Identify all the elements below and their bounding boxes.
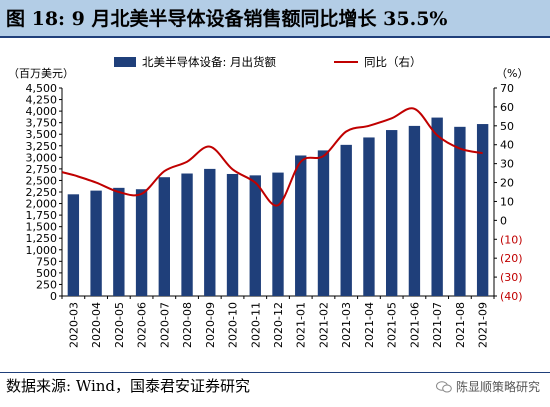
left-tick-label: 1,500 [26, 221, 58, 234]
bar [226, 173, 239, 296]
bar [158, 177, 170, 296]
left-tick-label: 250 [36, 278, 57, 291]
bar [67, 194, 80, 296]
left-tick-label: 1,000 [26, 244, 58, 257]
source-rule [0, 372, 550, 373]
watermark: 陈显顺策略研究 [435, 378, 540, 395]
left-tick-labels: 02505007501,0001,2501,5001,7502,0002,250… [26, 82, 58, 303]
left-tick-label: 4,500 [26, 82, 58, 95]
x-tick-label: 2021-04 [363, 302, 376, 348]
bars [67, 117, 489, 297]
x-tick-label: 2020-06 [136, 302, 149, 348]
left-tick-label: 1,750 [26, 209, 58, 222]
bar [363, 137, 375, 296]
left-tick-label: 2,000 [26, 198, 58, 211]
x-tick-label: 2020-07 [158, 302, 171, 348]
right-tick-label: 10 [500, 195, 514, 208]
left-tick-label: 3,000 [26, 151, 58, 164]
left-tick-label: 2,500 [26, 174, 58, 187]
x-tick-label: 2020-12 [272, 302, 285, 348]
x-tick-label: 2021-01 [295, 302, 308, 348]
right-tick-label: 30 [500, 158, 514, 171]
title-rule [0, 36, 550, 38]
right-tick-label: (30) [500, 271, 523, 284]
left-tick-label: 0 [50, 290, 57, 303]
bar [340, 144, 352, 296]
x-tick-label: 2021-08 [454, 302, 467, 348]
left-tick-label: 4,250 [26, 94, 58, 107]
legend-bar-swatch [114, 57, 136, 67]
bar [476, 124, 489, 296]
wechat-icon [435, 380, 452, 392]
bar [454, 126, 466, 297]
right-tick-labels: (40) (30) (20) (10) 0 10 20 30 40 50 60 70 [500, 82, 523, 303]
x-tick-label: 2021-09 [477, 302, 490, 348]
bar [249, 175, 261, 296]
bar [386, 130, 398, 296]
x-tick-label: 2020-10 [227, 302, 240, 348]
x-tick-labels: 2020-03 2020-04 2020-05 2020-06 2020-07 2020-… [67, 302, 489, 348]
x-tick-label: 2020-11 [249, 302, 262, 348]
left-tick-label: 2,250 [26, 186, 58, 199]
right-tick-label: 0 [500, 214, 507, 227]
left-tick-label: 3,500 [26, 128, 58, 141]
right-tick-label: 40 [500, 139, 514, 152]
watermark-text: 陈显顺策略研究 [455, 380, 540, 394]
left-tick-label: 2,750 [26, 163, 58, 176]
legend-line-label: 同比（右） [364, 55, 422, 69]
x-tick-label: 2020-09 [204, 302, 217, 348]
left-axis-label: （百万美元） [8, 67, 74, 80]
bar [181, 173, 193, 296]
left-tick-label: 750 [36, 255, 57, 268]
bar [113, 187, 125, 296]
yoy-line-path [61, 107, 483, 207]
x-tick-label: 2020-04 [90, 302, 103, 348]
legend: 北美半导体设备: 月出货额 同比（右） [114, 55, 422, 69]
right-tick-label: 60 [500, 101, 514, 114]
right-tick-label: 20 [500, 177, 514, 190]
x-tick-label: 2021-03 [340, 302, 353, 348]
left-tick-label: 1,250 [26, 232, 58, 245]
bar [272, 172, 284, 296]
right-tick-label: (10) [500, 233, 523, 246]
left-tick-label: 3,250 [26, 140, 58, 153]
left-tick-label: 3,750 [26, 117, 58, 130]
right-tick-label: 70 [500, 82, 514, 95]
left-tick-label: 500 [36, 267, 57, 280]
x-tick-label: 2020-08 [181, 302, 194, 348]
right-tick-label: (20) [500, 252, 523, 265]
x-tick-label: 2021-02 [317, 302, 330, 348]
bar [317, 150, 330, 296]
chart: 北美半导体设备: 月出货额 同比（右） （百万美元） （%） 2020-03 20… [8, 55, 528, 348]
bar [408, 125, 421, 296]
x-tick-label: 2020-05 [113, 302, 126, 348]
legend-bar-label: 北美半导体设备: 月出货额 [142, 55, 277, 69]
bar [295, 155, 307, 296]
source-note: 数据来源: Wind，国泰君安证券研究 [6, 377, 251, 395]
right-tick-label: 50 [500, 120, 514, 133]
x-tick-label: 2021-05 [386, 302, 399, 348]
bar [135, 189, 148, 296]
bar [90, 190, 102, 296]
x-tick-label: 2020-03 [67, 302, 80, 348]
chart-title: 图 18: 9 月北美半导体设备销售额同比增长 35.5% [6, 8, 448, 30]
bar [204, 168, 216, 296]
x-tick-label: 2021-06 [408, 302, 421, 348]
title-bar: 图 18: 9 月北美半导体设备销售额同比增长 35.5% [0, 0, 550, 36]
yoy-line [61, 107, 483, 207]
right-tick-label: (40) [500, 290, 523, 303]
left-tick-label: 4,000 [26, 105, 58, 118]
x-tick-label: 2021-07 [431, 302, 444, 348]
right-axis-label: （%） [496, 67, 528, 80]
bar [431, 117, 443, 297]
